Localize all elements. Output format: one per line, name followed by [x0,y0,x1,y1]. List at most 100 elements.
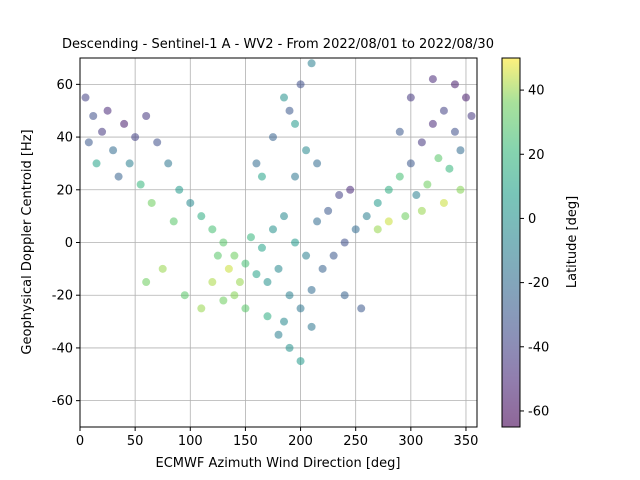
y-tick-label: 40 [56,131,73,146]
data-point [445,164,454,173]
data-point [280,317,289,326]
colorbar-label: Latitude [deg] [565,196,580,288]
data-point [291,172,300,181]
data-point [384,185,393,194]
data-point [296,80,305,89]
data-point [318,264,327,273]
data-point [324,206,333,215]
data-point [307,285,316,294]
data-point [291,119,300,128]
data-point [302,251,311,260]
x-tick-label: 50 [127,434,144,449]
data-point [417,138,426,147]
data-point [296,304,305,313]
data-point [450,80,459,89]
data-point [439,198,448,207]
data-point [257,243,266,252]
data-point [263,312,272,321]
colorbar-tick-label: 40 [528,84,545,99]
x-axis-label: ECMWF Azimuth Wind Direction [deg] [156,456,401,471]
data-point [351,225,360,234]
data-point [169,217,178,226]
data-point [313,159,322,168]
data-point [84,138,93,147]
x-tick-label: 100 [178,434,203,449]
data-point [235,278,244,287]
data-point [268,225,277,234]
y-axis: -60 -40 -20 0 20 40 60 [52,78,80,409]
colorbar-tick-label: -60 [528,404,549,419]
data-point [147,198,156,207]
colorbar-tick-label: 0 [528,212,536,227]
data-point [230,291,239,300]
x-tick-label: 200 [288,434,313,449]
data-point [395,127,404,136]
chart-title: Descending - Sentinel-1 A - WV2 - From 2… [62,37,494,52]
data-point [373,225,382,234]
data-point [296,357,305,366]
data-point [153,138,162,147]
data-point [340,238,349,247]
data-point [313,217,322,226]
data-point [291,238,300,247]
data-point [417,206,426,215]
data-point [230,251,239,260]
data-point [252,159,261,168]
data-point [103,106,112,115]
y-tick-label: 60 [56,78,73,93]
x-axis: 0 50 100 150 200 250 300 350 [76,427,479,449]
data-point [307,322,316,331]
data-point [219,296,228,305]
data-point [180,291,189,300]
data-point [241,304,250,313]
data-point [307,59,316,68]
x-tick-label: 350 [454,434,479,449]
data-point [340,291,349,300]
data-point [335,191,344,200]
colorbar-tick-label: -20 [528,276,549,291]
data-point [428,75,437,84]
data-point [109,146,118,155]
data-point [197,304,206,313]
data-point [241,259,250,268]
data-point [186,198,195,207]
data-point [461,93,470,102]
data-point [219,238,228,247]
data-point [456,185,465,194]
data-point [285,106,294,115]
data-point [175,185,184,194]
x-tick-label: 150 [233,434,258,449]
data-point [213,251,222,260]
data-point [280,212,289,221]
data-point [89,111,98,120]
data-point [224,264,233,273]
y-tick-label: 0 [65,236,73,251]
data-point [357,304,366,313]
data-point [285,291,294,300]
y-tick-label: -40 [52,341,73,356]
colorbar-tick-label: -40 [528,340,549,355]
data-point [120,119,129,128]
x-tick-label: 0 [76,434,84,449]
colorbar-tick-label: 20 [528,148,545,163]
y-tick-label: 20 [56,183,73,198]
data-point [384,217,393,226]
data-point [450,127,459,136]
data-point [274,330,283,339]
x-tick-label: 250 [343,434,368,449]
x-tick-label: 300 [398,434,423,449]
data-point [257,172,266,181]
data-point [158,264,167,273]
data-point [268,133,277,142]
data-point [434,154,443,163]
data-point [362,212,371,221]
data-point [136,180,145,189]
data-point [428,119,437,128]
data-point [81,93,90,102]
y-axis-label: Geophysical Doppler Centroid [Hz] [20,129,35,354]
data-point [373,198,382,207]
data-point [252,270,261,279]
data-point [302,146,311,155]
data-point [412,191,421,200]
data-point [406,93,415,102]
